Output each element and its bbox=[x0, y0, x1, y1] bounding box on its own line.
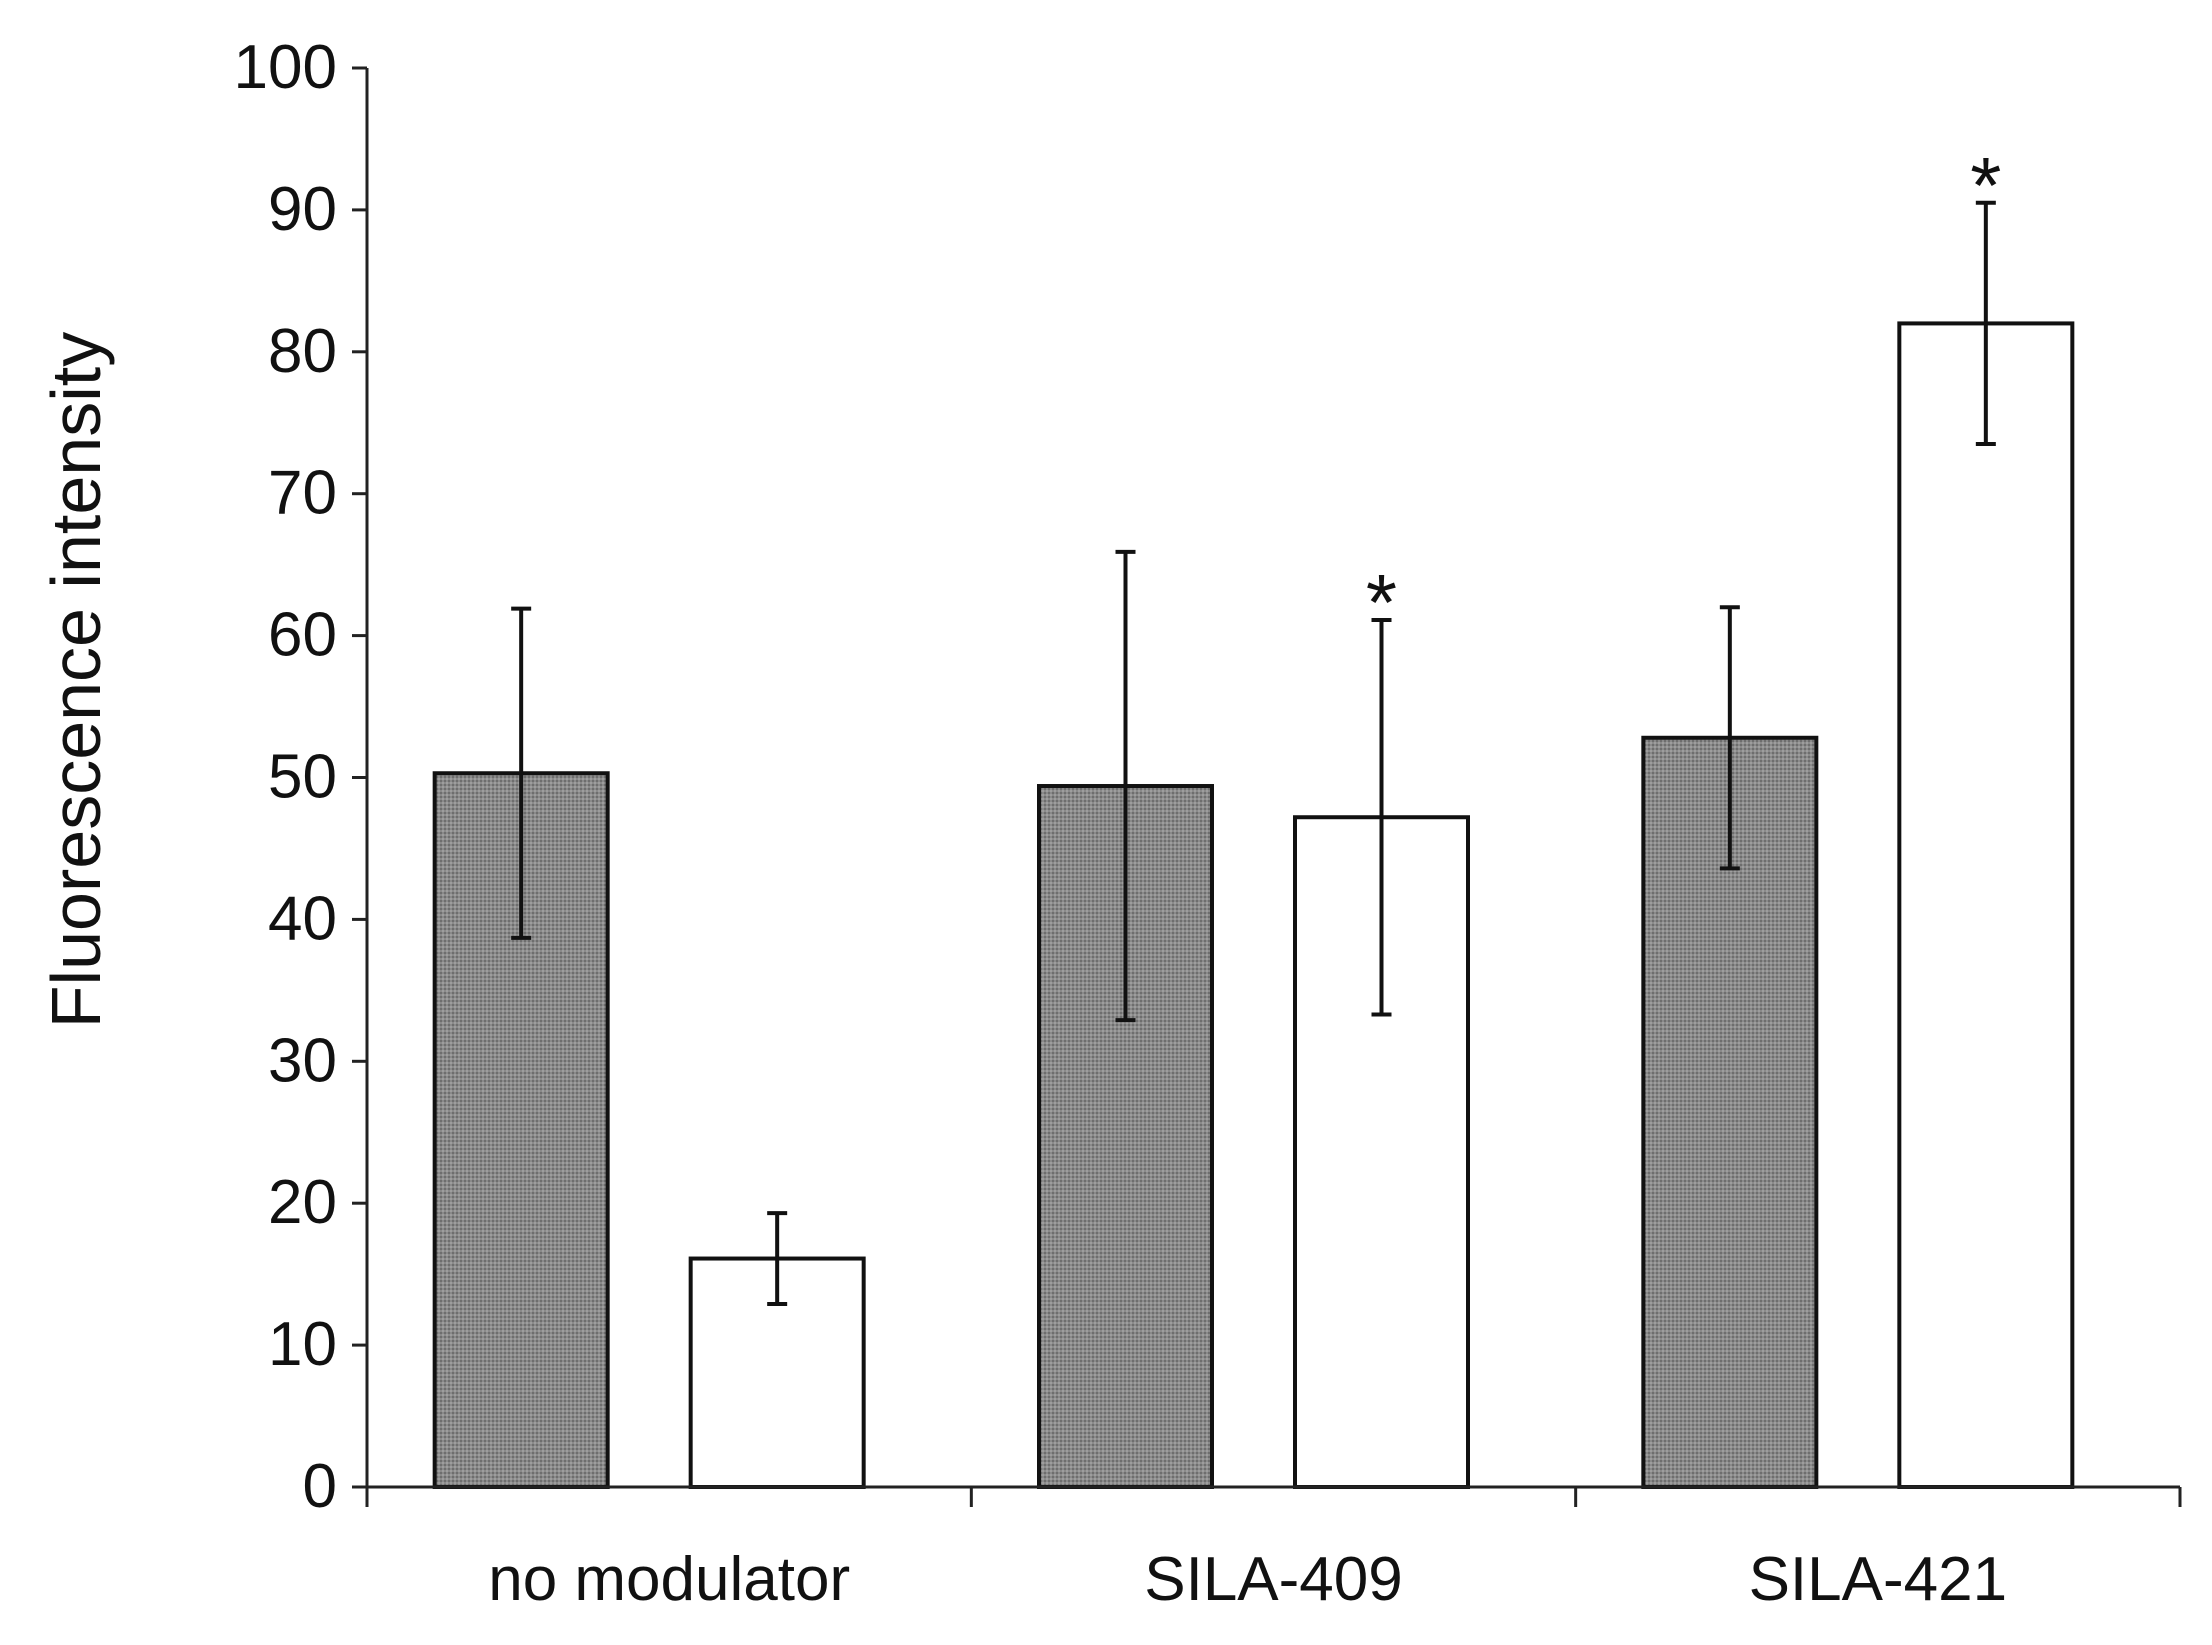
x-tick-label: SILA-421 bbox=[1749, 1545, 2008, 1614]
y-tick-label: 20 bbox=[268, 1168, 337, 1237]
annotations-layer: ** bbox=[1366, 141, 2001, 647]
significance-asterisk: * bbox=[1970, 141, 2001, 230]
y-tick-label: 10 bbox=[268, 1310, 337, 1379]
axes-layer bbox=[365, 68, 2182, 1507]
y-axis-label: Fluorescence intensity bbox=[37, 332, 115, 1028]
y-tick-label: 70 bbox=[268, 459, 337, 528]
bars-layer bbox=[432, 321, 2075, 1490]
y-tick-label: 0 bbox=[303, 1452, 337, 1521]
bar-series-2-2 bbox=[1897, 321, 2075, 1489]
x-tick-label: no modulator bbox=[488, 1545, 850, 1614]
y-tick-label: 60 bbox=[268, 601, 337, 670]
y-tick-label: 80 bbox=[268, 317, 337, 386]
significance-asterisk: * bbox=[1366, 558, 1397, 647]
y-tick-label: 30 bbox=[268, 1026, 337, 1095]
y-tick-label: 40 bbox=[268, 884, 337, 953]
x-axis-labels: no modulator SILA-409 SILA-421 bbox=[488, 1545, 2007, 1614]
y-axis-ticks: 0 10 20 30 40 50 60 70 80 90 100 bbox=[234, 33, 367, 1521]
error-bars-layer bbox=[511, 200, 1996, 1306]
x-tick-label: SILA-409 bbox=[1144, 1545, 1403, 1614]
y-tick-label: 50 bbox=[268, 743, 337, 812]
y-tick-label: 100 bbox=[234, 33, 337, 102]
y-tick-label: 90 bbox=[268, 175, 337, 244]
